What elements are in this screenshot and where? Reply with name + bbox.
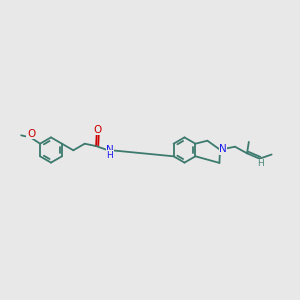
Text: H: H — [257, 159, 264, 168]
Text: N: N — [219, 144, 227, 154]
Text: O: O — [27, 129, 35, 139]
Text: H: H — [106, 151, 113, 160]
Text: N: N — [106, 145, 114, 155]
Text: O: O — [94, 125, 102, 135]
